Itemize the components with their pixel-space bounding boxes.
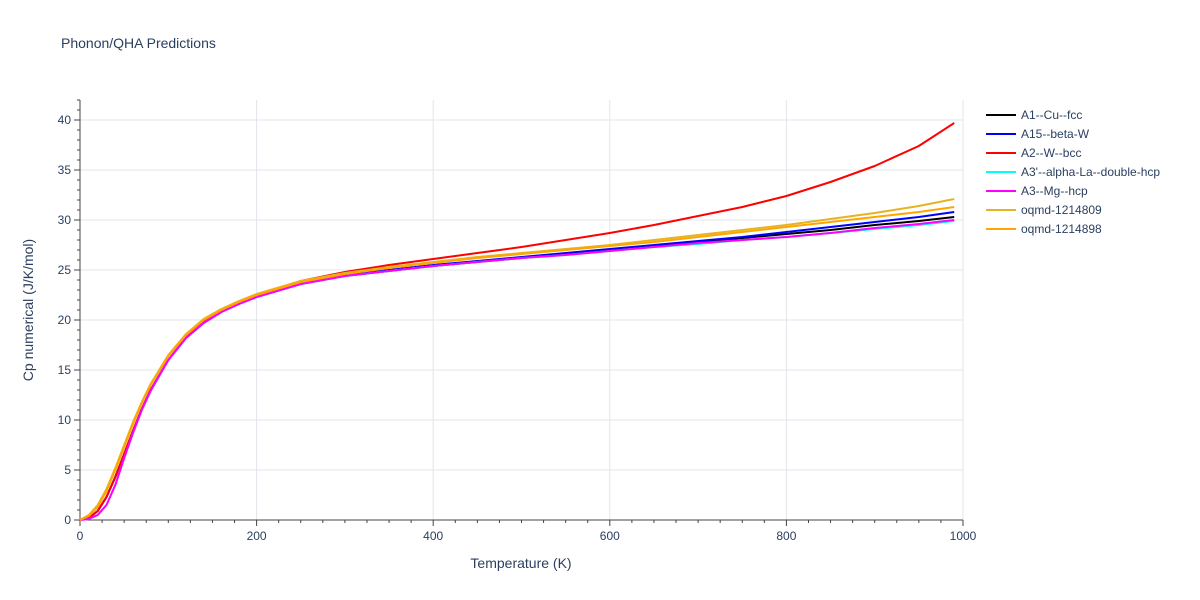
legend-item[interactable]: A3--Mg--hcp [986,184,1088,198]
legend-label: A3--Mg--hcp [1021,184,1088,198]
legend-label: oqmd-1214898 [1021,222,1102,236]
legend-label: A2--W--bcc [1021,146,1081,160]
x-axis-title: Temperature (K) [470,555,571,571]
series-line-4 [79,219,955,521]
y-tick-label: 5 [64,463,71,477]
legend-label: A15--beta-W [1021,127,1090,141]
x-tick-label: 800 [776,529,796,543]
grid-lines [80,100,964,520]
series-lines [79,122,955,521]
series-line-2 [79,122,955,521]
series-line-6 [79,206,955,521]
y-tick-label: 20 [58,313,72,327]
legend-item[interactable]: A2--W--bcc [986,146,1081,160]
y-tick-label: 25 [58,263,72,277]
legend-label: A1--Cu--fcc [1021,108,1082,122]
x-tick-label: 400 [423,529,443,543]
x-tick-label: 1000 [950,529,977,543]
x-tick-label: 0 [77,529,84,543]
y-tick-label: 0 [64,513,71,527]
y-axis-title: Cp numerical (J/K/mol) [20,239,36,381]
x-tick-labels: 0 200 400 600 800 1000 [77,529,977,543]
legend-item[interactable]: oqmd-1214898 [986,222,1102,236]
minor-ticks [77,99,942,523]
x-tick-label: 200 [247,529,267,543]
legend-label: oqmd-1214809 [1021,203,1102,217]
chart-title: Phonon/QHA Predictions [61,35,216,51]
legend-item[interactable]: oqmd-1214809 [986,203,1102,217]
y-tick-label: 30 [58,213,72,227]
y-tick-label: 10 [58,413,72,427]
y-tick-label: 40 [58,113,72,127]
legend-item[interactable]: A1--Cu--fcc [986,108,1082,122]
legend-item[interactable]: A3'--alpha-La--double-hcp [986,165,1160,179]
series-line-0 [79,216,955,521]
legend-item[interactable]: A15--beta-W [986,127,1090,141]
y-tick-label: 35 [58,163,72,177]
legend-label: A3'--alpha-La--double-hcp [1021,165,1160,179]
axes [74,100,964,526]
legend[interactable]: A1--Cu--fcc A15--beta-W A2--W--bcc A3'--alp… [986,108,1160,236]
y-tick-label: 15 [58,363,72,377]
y-tick-labels: 0 5 10 15 20 25 30 35 40 [58,113,72,527]
x-tick-label: 600 [600,529,620,543]
